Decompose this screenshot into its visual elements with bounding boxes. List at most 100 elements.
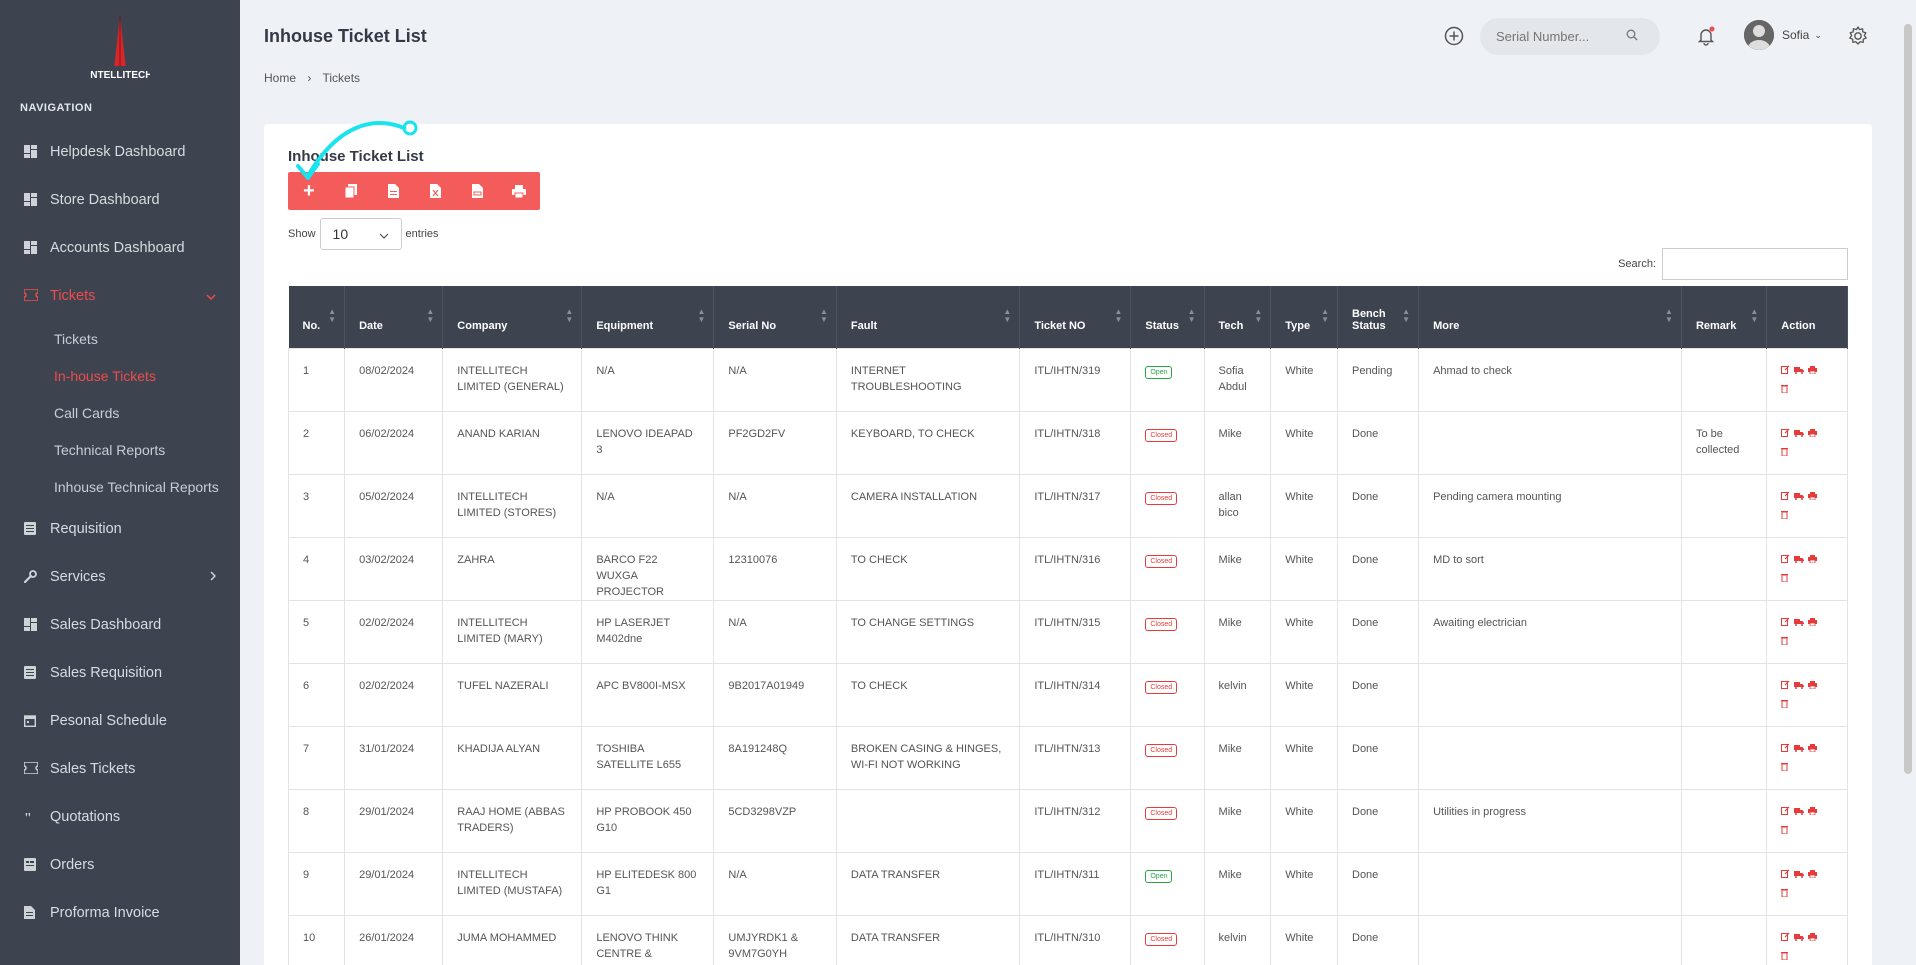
print-icon[interactable] xyxy=(1808,930,1818,946)
print-icon[interactable] xyxy=(1808,804,1818,820)
cell-serial: N/A xyxy=(713,851,837,916)
column-header-no[interactable]: No. ▲ ▼ xyxy=(288,286,346,348)
trash-icon[interactable] xyxy=(1781,823,1789,839)
truck-icon[interactable] xyxy=(1794,804,1805,820)
edit-icon[interactable] xyxy=(1781,930,1790,946)
notification-bell-icon[interactable] xyxy=(1694,24,1718,48)
cell-fault: BROKEN CASING & HINGES, WI-FI NOT WORKIN… xyxy=(835,725,1021,790)
truck-icon[interactable] xyxy=(1794,867,1805,883)
page-scrollbar[interactable] xyxy=(1904,24,1912,774)
sidebar-item-sales-requisition[interactable]: Sales Requisition xyxy=(0,649,240,697)
user-menu[interactable]: Sofia ⌄ xyxy=(1744,20,1822,50)
sidebar-item-quotations[interactable]: " Quotations xyxy=(0,793,240,841)
column-header-date[interactable]: Date ▲ ▼ xyxy=(344,286,444,348)
edit-icon[interactable] xyxy=(1781,615,1790,631)
trash-icon[interactable] xyxy=(1781,634,1789,650)
edit-icon[interactable] xyxy=(1781,741,1790,757)
print-icon[interactable] xyxy=(1808,678,1818,694)
status-badge: Closed xyxy=(1145,428,1178,442)
table-search-input[interactable] xyxy=(1662,248,1848,280)
edit-icon[interactable] xyxy=(1781,489,1790,505)
print-icon[interactable] xyxy=(1808,363,1818,379)
print-icon[interactable] xyxy=(1808,426,1818,442)
truck-icon[interactable] xyxy=(1794,930,1805,946)
search-icon[interactable] xyxy=(1626,28,1638,46)
sidebar-subitem-call-cards[interactable]: Call Cards xyxy=(54,404,120,421)
sidebar-item-proforma-invoice[interactable]: Proforma Invoice xyxy=(0,889,240,937)
sidebar-subitem-in-house-tickets[interactable]: In-house Tickets xyxy=(54,367,156,384)
serial-search-input[interactable] xyxy=(1496,29,1626,44)
edit-icon[interactable] xyxy=(1781,363,1790,379)
intellitech-logo-icon: INTELLITECH xyxy=(90,16,150,81)
breadcrumb-tickets[interactable]: Tickets xyxy=(322,71,361,85)
settings-gear-icon[interactable] xyxy=(1846,24,1870,48)
cell-serial: 12310076 xyxy=(713,536,837,601)
trash-icon[interactable] xyxy=(1781,382,1789,398)
sidebar-item-services[interactable]: Services xyxy=(0,553,240,601)
truck-icon[interactable] xyxy=(1794,678,1805,694)
add-ticket-button[interactable]: + xyxy=(288,172,330,210)
edit-icon[interactable] xyxy=(1781,804,1790,820)
sidebar-item-sales-dashboard[interactable]: Sales Dashboard xyxy=(0,601,240,649)
column-header-more[interactable]: More ▲ ▼ xyxy=(1418,286,1682,348)
sort-icon: ▲ ▼ xyxy=(328,307,337,324)
column-header-type[interactable]: Type ▲ ▼ xyxy=(1270,286,1338,348)
annotation-arrow-icon xyxy=(296,120,418,180)
print-icon[interactable] xyxy=(1808,615,1818,631)
cell-equipment: LENOVO IDEAPAD 3 xyxy=(581,410,715,475)
truck-icon[interactable] xyxy=(1794,489,1805,505)
truck-icon[interactable] xyxy=(1794,552,1805,568)
sidebar-item-requisition[interactable]: Requisition xyxy=(0,505,240,553)
sidebar-item-orders[interactable]: Orders xyxy=(0,841,240,889)
trash-icon[interactable] xyxy=(1781,571,1789,587)
print-button[interactable] xyxy=(498,172,540,210)
brand-logo[interactable]: INTELLITECH xyxy=(0,0,240,96)
sidebar-item-accounts-dashboard[interactable]: Accounts Dashboard xyxy=(0,224,240,272)
edit-icon[interactable] xyxy=(1781,867,1790,883)
breadcrumb-home[interactable]: Home xyxy=(264,71,297,85)
edit-icon[interactable] xyxy=(1781,552,1790,568)
truck-icon[interactable] xyxy=(1794,426,1805,442)
trash-icon[interactable] xyxy=(1781,949,1789,965)
trash-icon[interactable] xyxy=(1781,760,1789,776)
column-header-bench-status[interactable]: Bench Status ▲ ▼ xyxy=(1337,286,1420,348)
edit-icon[interactable] xyxy=(1781,678,1790,694)
pdf-button[interactable] xyxy=(456,172,498,210)
sidebar-item-helpdesk-dashboard[interactable]: Helpdesk Dashboard xyxy=(0,128,240,176)
column-header-serial-no[interactable]: Serial No ▲ ▼ xyxy=(713,286,837,348)
trash-icon[interactable] xyxy=(1781,886,1789,902)
print-icon[interactable] xyxy=(1808,741,1818,757)
sidebar-subitem-technical-reports[interactable]: Technical Reports xyxy=(54,441,166,458)
print-icon[interactable] xyxy=(1808,489,1818,505)
sidebar-item-store-dashboard[interactable]: Store Dashboard xyxy=(0,176,240,224)
print-icon[interactable] xyxy=(1808,867,1818,883)
excel-button[interactable] xyxy=(414,172,456,210)
column-header-fault[interactable]: Fault ▲ ▼ xyxy=(836,286,1021,348)
column-header-equipment[interactable]: Equipment ▲ ▼ xyxy=(581,286,715,348)
truck-icon[interactable] xyxy=(1794,363,1805,379)
print-icon[interactable] xyxy=(1808,552,1818,568)
entries-select[interactable]: 10 xyxy=(319,218,402,250)
csv-button[interactable] xyxy=(372,172,414,210)
column-header-tech[interactable]: Tech ▲ ▼ xyxy=(1204,286,1272,348)
copy-button[interactable] xyxy=(330,172,372,210)
sidebar-item-tickets[interactable]: Tickets xyxy=(0,272,240,320)
wrench-icon xyxy=(23,570,38,584)
column-header-company[interactable]: Company ▲ ▼ xyxy=(442,286,583,348)
trash-icon[interactable] xyxy=(1781,697,1789,713)
sidebar-item-sales-tickets[interactable]: Sales Tickets xyxy=(0,745,240,793)
trash-icon[interactable] xyxy=(1781,445,1789,461)
sidebar-subitem-inhouse-technical-reports[interactable]: Inhouse Technical Reports xyxy=(54,478,219,495)
add-circle-icon[interactable] xyxy=(1442,24,1466,48)
sidebar-subitem-tickets[interactable]: Tickets xyxy=(54,330,98,347)
column-header-status[interactable]: Status ▲ ▼ xyxy=(1130,286,1205,348)
truck-icon[interactable] xyxy=(1794,741,1805,757)
truck-icon[interactable] xyxy=(1794,615,1805,631)
column-header-label: Date xyxy=(359,319,383,332)
edit-icon[interactable] xyxy=(1781,426,1790,442)
cell-company: RAAJ HOME (ABBAS TRADERS) xyxy=(442,788,583,853)
column-header-ticket-no[interactable]: Ticket NO ▲ ▼ xyxy=(1019,286,1132,348)
trash-icon[interactable] xyxy=(1781,508,1789,524)
sidebar-item-pesonal-schedule[interactable]: Pesonal Schedule xyxy=(0,697,240,745)
column-header-remark[interactable]: Remark ▲ ▼ xyxy=(1681,286,1768,348)
